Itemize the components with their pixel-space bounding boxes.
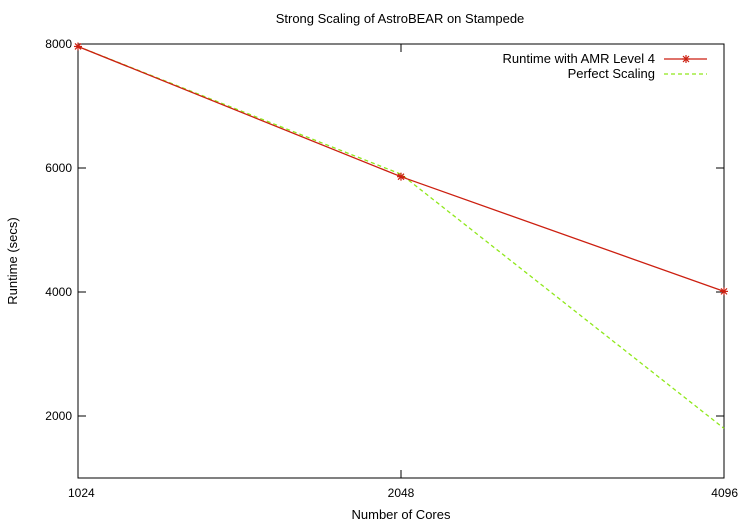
data-point-series-1 <box>397 172 405 181</box>
y-tick-label: 4000 <box>45 285 72 299</box>
x-tick-label: 4096 <box>711 486 738 500</box>
x-axis-ticks: 1024 2048 4096 <box>68 44 738 500</box>
x-tick-label: 1024 <box>68 486 95 500</box>
data-point-series-1 <box>720 287 728 296</box>
x-axis-label: Number of Cores <box>352 507 451 522</box>
legend-label-series-1: Runtime with AMR Level 4 <box>503 51 655 66</box>
y-tick-label: 6000 <box>45 161 72 175</box>
series-line-1 <box>77 45 725 292</box>
legend: Runtime with AMR Level 4 Perfect Scaling <box>503 51 707 81</box>
x-tick-label: 2048 <box>388 486 415 500</box>
data-point-series-1 <box>74 42 82 51</box>
legend-marker-series-1 <box>682 55 690 63</box>
chart-title: Strong Scaling of AstroBEAR on Stampede <box>276 11 525 26</box>
y-tick-label: 8000 <box>45 37 72 51</box>
plot-frame <box>77 43 725 479</box>
y-axis-ticks: 2000 4000 6000 8000 <box>45 37 724 423</box>
y-tick-label: 2000 <box>45 409 72 423</box>
series-layer <box>74 42 728 429</box>
series-line-2 <box>77 45 725 429</box>
y-axis-label: Runtime (secs) <box>5 217 20 304</box>
legend-label-series-2: Perfect Scaling <box>568 66 655 81</box>
